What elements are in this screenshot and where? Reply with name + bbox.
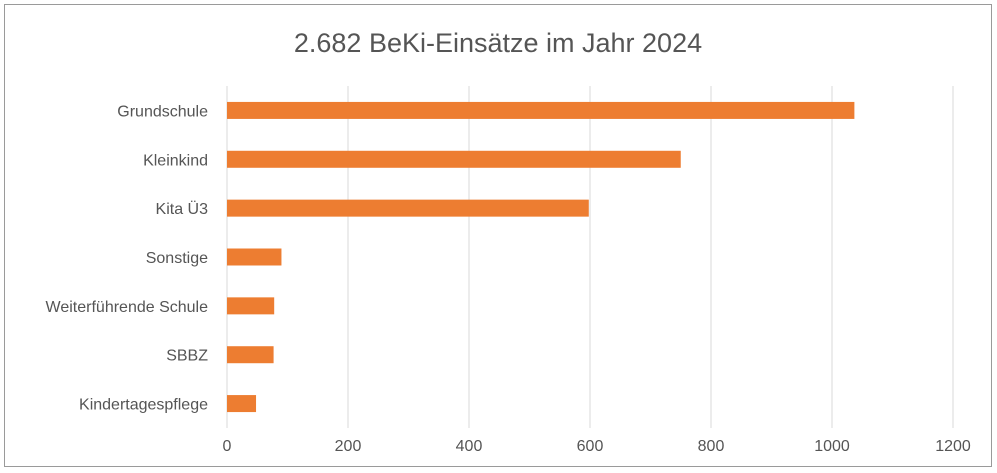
bar bbox=[227, 199, 589, 217]
bar bbox=[227, 346, 274, 364]
x-tick-label: 600 bbox=[577, 438, 604, 455]
x-tick-label: 800 bbox=[698, 438, 725, 455]
x-tick-label: 200 bbox=[335, 438, 362, 455]
category-label: Sonstige bbox=[146, 250, 208, 267]
bar bbox=[227, 395, 257, 413]
x-axis-ticks: 0 200 400 600 800 1000 1200 bbox=[223, 438, 971, 455]
chart-frame bbox=[4, 4, 992, 467]
category-label: Grundschule bbox=[117, 103, 208, 120]
bar bbox=[227, 150, 681, 168]
chart-title: 2.682 BeKi-Einsätze im Jahr 2024 bbox=[294, 28, 702, 58]
grid-lines bbox=[226, 86, 954, 428]
category-label: SBBZ bbox=[166, 348, 208, 365]
category-label: Kindertagespflege bbox=[79, 397, 208, 414]
x-tick-label: 1200 bbox=[935, 438, 971, 455]
x-tick-label: 1000 bbox=[814, 438, 850, 455]
x-tick-label: 400 bbox=[456, 438, 483, 455]
x-tick-label: 0 bbox=[223, 438, 232, 455]
bar bbox=[227, 297, 275, 315]
bar bbox=[227, 248, 282, 266]
category-label: Weiterführende Schule bbox=[46, 299, 209, 316]
bar bbox=[227, 101, 855, 119]
category-labels: Grundschule Kleinkind Kita Ü3 Sonstige Weite… bbox=[46, 103, 209, 413]
category-label: Kita Ü3 bbox=[156, 200, 209, 218]
bars bbox=[227, 101, 855, 413]
category-label: Kleinkind bbox=[143, 152, 208, 169]
